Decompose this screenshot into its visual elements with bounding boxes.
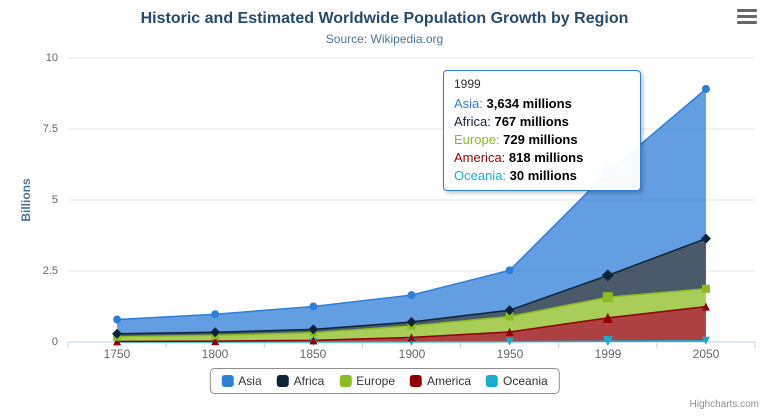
x-axis-label: 1800 bbox=[201, 347, 229, 361]
tooltip: 1999 Asia: 3,634 millions Africa: 767 mi… bbox=[443, 70, 641, 191]
x-axis-label: 1900 bbox=[398, 347, 426, 361]
tooltip-series-name: Oceania: bbox=[454, 168, 507, 183]
legend-item-label: Oceania bbox=[503, 374, 548, 388]
tooltip-row: Asia: 3,634 millions bbox=[454, 95, 630, 113]
hamburger-bar bbox=[737, 21, 757, 24]
x-axis-label: 1850 bbox=[299, 347, 327, 361]
legend-swatch bbox=[221, 375, 234, 387]
legend-item-asia[interactable]: Asia bbox=[221, 374, 262, 388]
legend-swatch bbox=[339, 375, 352, 387]
legend-swatch bbox=[410, 375, 423, 387]
tooltip-series-value: 767 millions bbox=[494, 114, 569, 129]
x-axis-label: 1750 bbox=[103, 347, 131, 361]
chart-title: Historic and Estimated Worldwide Populat… bbox=[140, 10, 629, 27]
y-axis-tick-label: 0 bbox=[51, 336, 58, 348]
legend-item-america[interactable]: America bbox=[410, 374, 471, 388]
legend-item-oceania[interactable]: Oceania bbox=[486, 374, 548, 388]
tooltip-series-name: Asia: bbox=[454, 96, 483, 111]
tooltip-row: Africa: 767 millions bbox=[454, 113, 630, 131]
tooltip-series-name: Africa: bbox=[454, 114, 491, 129]
y-axis-tick-label: 2.5 bbox=[42, 265, 58, 277]
hamburger-bar bbox=[737, 9, 757, 12]
export-menu-button[interactable] bbox=[737, 8, 757, 25]
tooltip-row: Europe: 729 millions bbox=[454, 131, 630, 149]
legend-item-europe[interactable]: Europe bbox=[339, 374, 395, 388]
legend: Asia Africa Europe America Oceania bbox=[209, 368, 560, 394]
y-axis-tick-label: 5 bbox=[51, 194, 58, 206]
legend-item-label: America bbox=[427, 374, 472, 388]
legend-item-label: Europe bbox=[356, 374, 396, 388]
tooltip-series-value: 818 millions bbox=[508, 150, 584, 165]
x-axis-label: 2050 bbox=[692, 347, 720, 361]
tooltip-header: 1999 bbox=[454, 77, 481, 91]
chart-subtitle: Source: Wikipedia.org bbox=[325, 32, 444, 46]
legend-swatch bbox=[276, 375, 289, 387]
tooltip-series-name: Europe: bbox=[454, 132, 500, 147]
legend-item-label: Africa bbox=[293, 374, 325, 388]
tooltip-row: America: 818 millions bbox=[454, 149, 630, 167]
x-axis-label: 1950 bbox=[496, 347, 524, 361]
tooltip-series-name: America: bbox=[454, 150, 506, 165]
x-axis-label: 1999 bbox=[594, 347, 622, 361]
tooltip-series-value: 3,634 millions bbox=[486, 96, 572, 111]
y-axis-tick-label: 7.5 bbox=[42, 123, 58, 135]
credits-link[interactable]: Highcharts.com bbox=[689, 399, 759, 410]
y-axis-tick-label: 10 bbox=[45, 52, 58, 64]
tooltip-series-value: 30 millions bbox=[509, 168, 577, 183]
tooltip-series-value: 729 millions bbox=[503, 132, 578, 147]
legend-item-label: Asia bbox=[238, 374, 262, 388]
legend-item-africa[interactable]: Africa bbox=[276, 374, 325, 388]
tooltip-row: Oceania: 30 millions bbox=[454, 167, 630, 185]
hamburger-bar bbox=[737, 15, 757, 18]
legend-swatch bbox=[486, 375, 499, 387]
